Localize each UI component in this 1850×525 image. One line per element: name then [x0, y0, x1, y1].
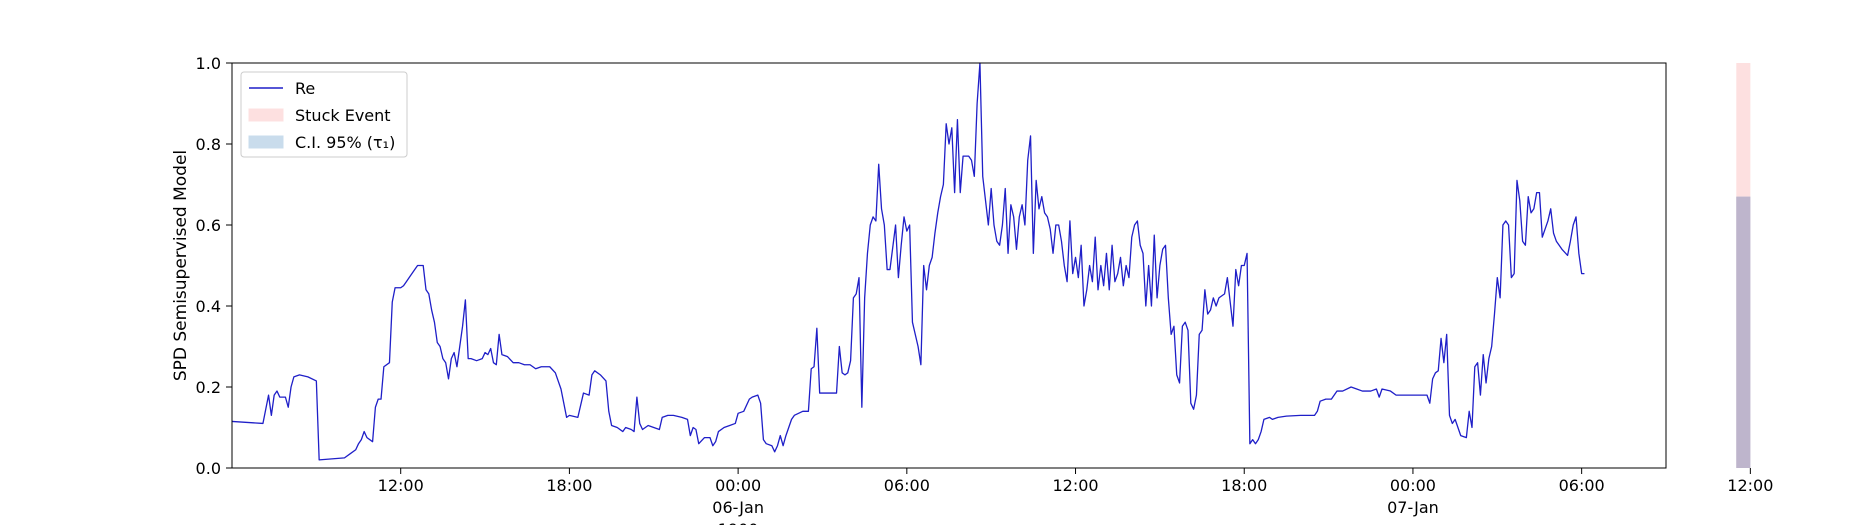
x-tick-label-5: 18:00	[1221, 476, 1267, 495]
legend-patch-swatch-1	[248, 108, 284, 122]
plot-frame	[231, 62, 1667, 469]
y-axis-label: SPD Semisupervised Model	[171, 150, 191, 381]
y-tick-label-4: 0.8	[196, 135, 221, 154]
legend-label-2: C.I. 95% (τ₁)	[295, 133, 395, 152]
legend: Re Stuck Event C.I. 95% (τ₁)	[240, 71, 408, 158]
chart-series	[231, 62, 1585, 461]
y-tick-label-1: 0.2	[196, 378, 221, 397]
x-tick-label-1: 18:00	[546, 476, 592, 495]
series-line-0	[231, 62, 1585, 461]
x-tick-sublabel-2: 06-Jan	[712, 498, 764, 517]
y-tick-label-2: 0.4	[196, 297, 221, 316]
ci-band-overlap	[1736, 196, 1751, 468]
x-tick-label-6: 00:00	[1390, 476, 1436, 495]
y-axis: 0.0 0.2 0.4 0.6 0.8 1.0	[196, 54, 232, 478]
x-tick-label-0: 12:00	[378, 476, 424, 495]
x-axis: 12:00 18:00 00:00 06-Jan 1900 06:00 12:00 18:00…	[378, 468, 1773, 525]
x-tick-sublabel-6: 07-Jan	[1387, 498, 1439, 517]
legend-patch-swatch-2	[248, 135, 284, 149]
x-tick-label-7: 06:00	[1559, 476, 1605, 495]
y-tick-label-5: 1.0	[196, 54, 221, 73]
x-tick-label-3: 06:00	[884, 476, 930, 495]
legend-label-0: Re	[295, 79, 315, 98]
x-tick-label-2: 00:00	[715, 476, 761, 495]
y-tick-label-0: 0.0	[196, 459, 221, 478]
chart-bands	[1736, 63, 1751, 468]
x-tick-label-8: 12:00	[1727, 476, 1773, 495]
y-tick-label-3: 0.6	[196, 216, 221, 235]
x-tick-label-4: 12:00	[1052, 476, 1098, 495]
legend-label-1: Stuck Event	[295, 106, 391, 125]
x-tick-sublabel2-2: 1900	[718, 520, 759, 525]
